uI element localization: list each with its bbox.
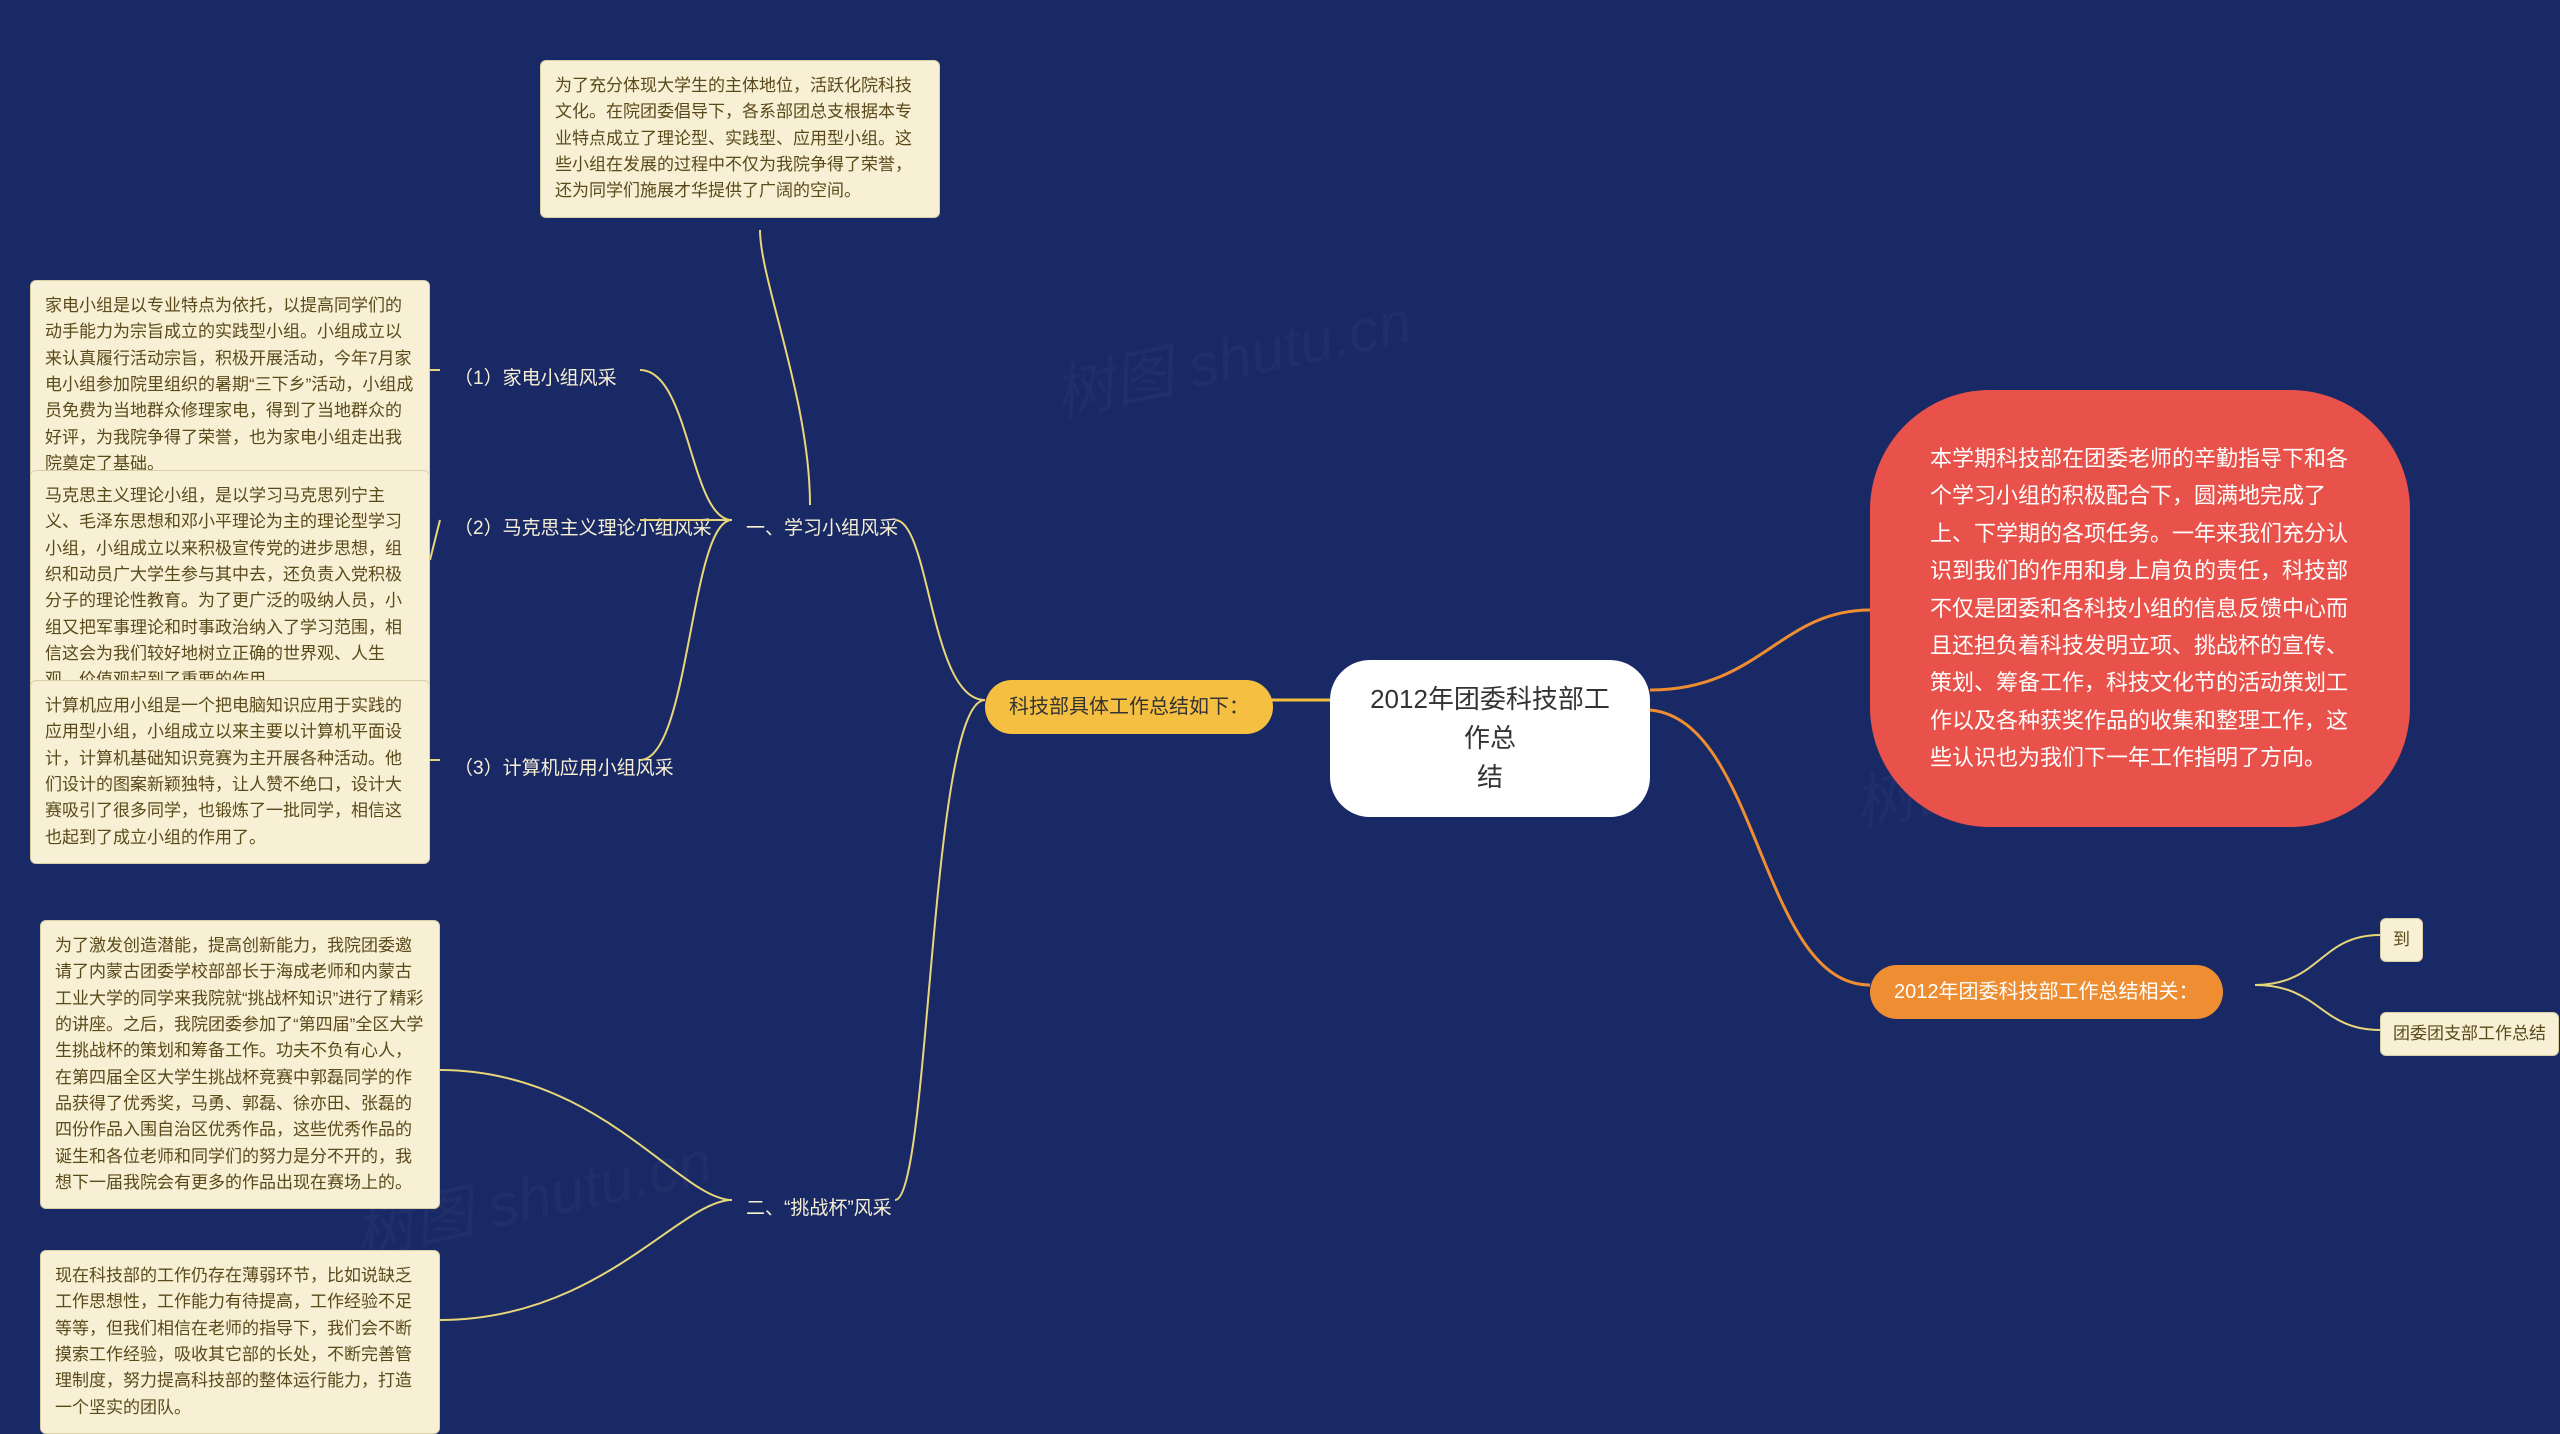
root-text: 2012年团委科技部工作总结 (1370, 684, 1610, 792)
detail-sub3-text: 计算机应用小组是一个把电脑知识应用于实践的应用型小组，小组成立以来主要以计算机平… (45, 696, 402, 847)
summary-text: 本学期科技部在团委老师的辛勤指导下和各个学习小组的积极配合下，圆满地完成了上、下… (1930, 446, 2348, 770)
sub1-label-text: （1）家电小组风采 (454, 368, 617, 389)
related-item-1[interactable]: 到 (2380, 918, 2423, 962)
section2-detail2[interactable]: 现在科技部的工作仍存在薄弱环节，比如说缺乏工作思想性，工作能力有待提高，工作经验… (40, 1250, 440, 1434)
sub2-label-text: （2）马克思主义理论小组风采 (454, 518, 712, 539)
section2-label-text: 二、“挑战杯”风采 (746, 1198, 892, 1219)
section1-intro-box[interactable]: 为了充分体现大学生的主体地位，活跃化院科技文化。在院团委倡导下，各系部团总支根据… (540, 60, 940, 218)
section1-label-text: 一、学习小组风采 (746, 518, 898, 539)
detail-sub1[interactable]: 家电小组是以专业特点为依托，以提高同学们的动手能力为宗旨成立的实践型小组。小组成… (30, 280, 430, 490)
related-node[interactable]: 2012年团委科技部工作总结相关： (1870, 965, 2223, 1019)
section1-label[interactable]: 一、学习小组风采 (732, 505, 912, 554)
related-item-1-text: 到 (2393, 930, 2410, 949)
sub3-label-text: （3）计算机应用小组风采 (454, 758, 674, 779)
root-node[interactable]: 2012年团委科技部工作总结 (1330, 660, 1650, 817)
section1-intro-text: 为了充分体现大学生的主体地位，活跃化院科技文化。在院团委倡导下，各系部团总支根据… (555, 76, 912, 200)
detail-sub2[interactable]: 马克思主义理论小组，是以学习马克思列宁主义、毛泽东思想和邓小平理论为主的理论型学… (30, 470, 430, 707)
related-label: 2012年团委科技部工作总结相关： (1894, 981, 2199, 1003)
section2-detail1-text: 为了激发创造潜能，提高创新能力，我院团委邀请了内蒙古团委学校部部长于海成老师和内… (55, 936, 423, 1192)
related-item-2-text: 团委团支部工作总结 (2393, 1024, 2546, 1043)
detail-sub3[interactable]: 计算机应用小组是一个把电脑知识应用于实践的应用型小组，小组成立以来主要以计算机平… (30, 680, 430, 864)
summary-blob[interactable]: 本学期科技部在团委老师的辛勤指导下和各个学习小组的积极配合下，圆满地完成了上、下… (1870, 390, 2410, 827)
detail-sub1-text: 家电小组是以专业特点为依托，以提高同学们的动手能力为宗旨成立的实践型小组。小组成… (45, 296, 413, 473)
left-main-node[interactable]: 科技部具体工作总结如下： (985, 680, 1273, 734)
section2-label[interactable]: 二、“挑战杯”风采 (732, 1185, 906, 1234)
detail-sub2-text: 马克思主义理论小组，是以学习马克思列宁主义、毛泽东思想和邓小平理论为主的理论型学… (45, 486, 402, 689)
sub1-label[interactable]: （1）家电小组风采 (440, 355, 631, 404)
related-item-2[interactable]: 团委团支部工作总结 (2380, 1012, 2559, 1056)
watermark: 树图 shutu.cn (1045, 273, 1419, 434)
section2-detail1[interactable]: 为了激发创造潜能，提高创新能力，我院团委邀请了内蒙古团委学校部部长于海成老师和内… (40, 920, 440, 1209)
section2-detail2-text: 现在科技部的工作仍存在薄弱环节，比如说缺乏工作思想性，工作能力有待提高，工作经验… (55, 1266, 412, 1417)
sub3-label[interactable]: （3）计算机应用小组风采 (440, 745, 688, 794)
sub2-label[interactable]: （2）马克思主义理论小组风采 (440, 505, 726, 554)
left-main-text: 科技部具体工作总结如下： (1009, 696, 1249, 718)
